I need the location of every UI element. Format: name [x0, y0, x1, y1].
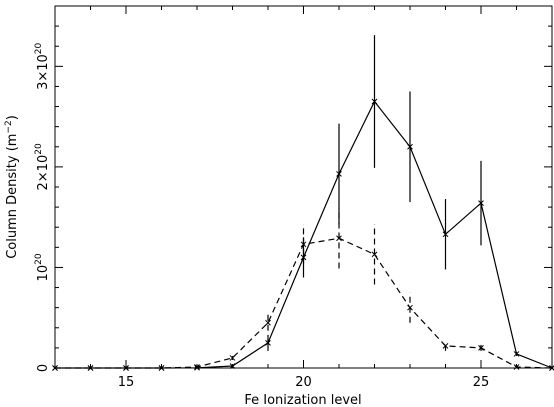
x-tick-label: 20	[295, 375, 312, 390]
data-point	[513, 364, 520, 370]
y-axis-title-exp: −2	[4, 120, 14, 133]
y-tick-mantissa: 0	[36, 364, 51, 372]
y-tick-exponent: 20	[34, 42, 44, 54]
y-axis-title-close: )	[5, 115, 20, 120]
y-tick-label: 0	[36, 364, 51, 372]
data-point	[52, 365, 58, 371]
data-point	[158, 365, 165, 371]
plot-frame	[54, 5, 553, 369]
x-tick-label: 25	[473, 375, 490, 390]
data-point	[194, 364, 200, 370]
y-tick-exponent: 20	[34, 143, 44, 155]
x-tick-label: 15	[118, 375, 135, 390]
y-tick-label: 3×1020	[34, 42, 51, 89]
series-solid	[52, 35, 554, 371]
x-tick-labels: 15 20 25	[118, 375, 490, 390]
data-point	[87, 365, 94, 371]
y-tick-label: 2×1020	[34, 143, 51, 190]
y-axis-title: Column Density (m−2)	[4, 115, 20, 259]
data-point	[265, 319, 271, 326]
y-tick-mantissa: 2×10	[36, 155, 51, 191]
y-tick-label: 1020	[34, 253, 51, 281]
y-tick-mantissa: 3×10	[36, 54, 51, 90]
y-axis-title-base: Column Density (m	[5, 134, 20, 259]
y-tick-exponent: 20	[34, 253, 44, 265]
series-layer	[52, 35, 554, 371]
axis-ticks	[54, 5, 553, 369]
x-axis-title: Fe Ionization level	[244, 393, 361, 407]
data-point	[123, 365, 129, 371]
series-line-solid	[55, 100, 553, 369]
y-tick-mantissa: 10	[36, 265, 51, 282]
series-dashed	[52, 208, 554, 371]
